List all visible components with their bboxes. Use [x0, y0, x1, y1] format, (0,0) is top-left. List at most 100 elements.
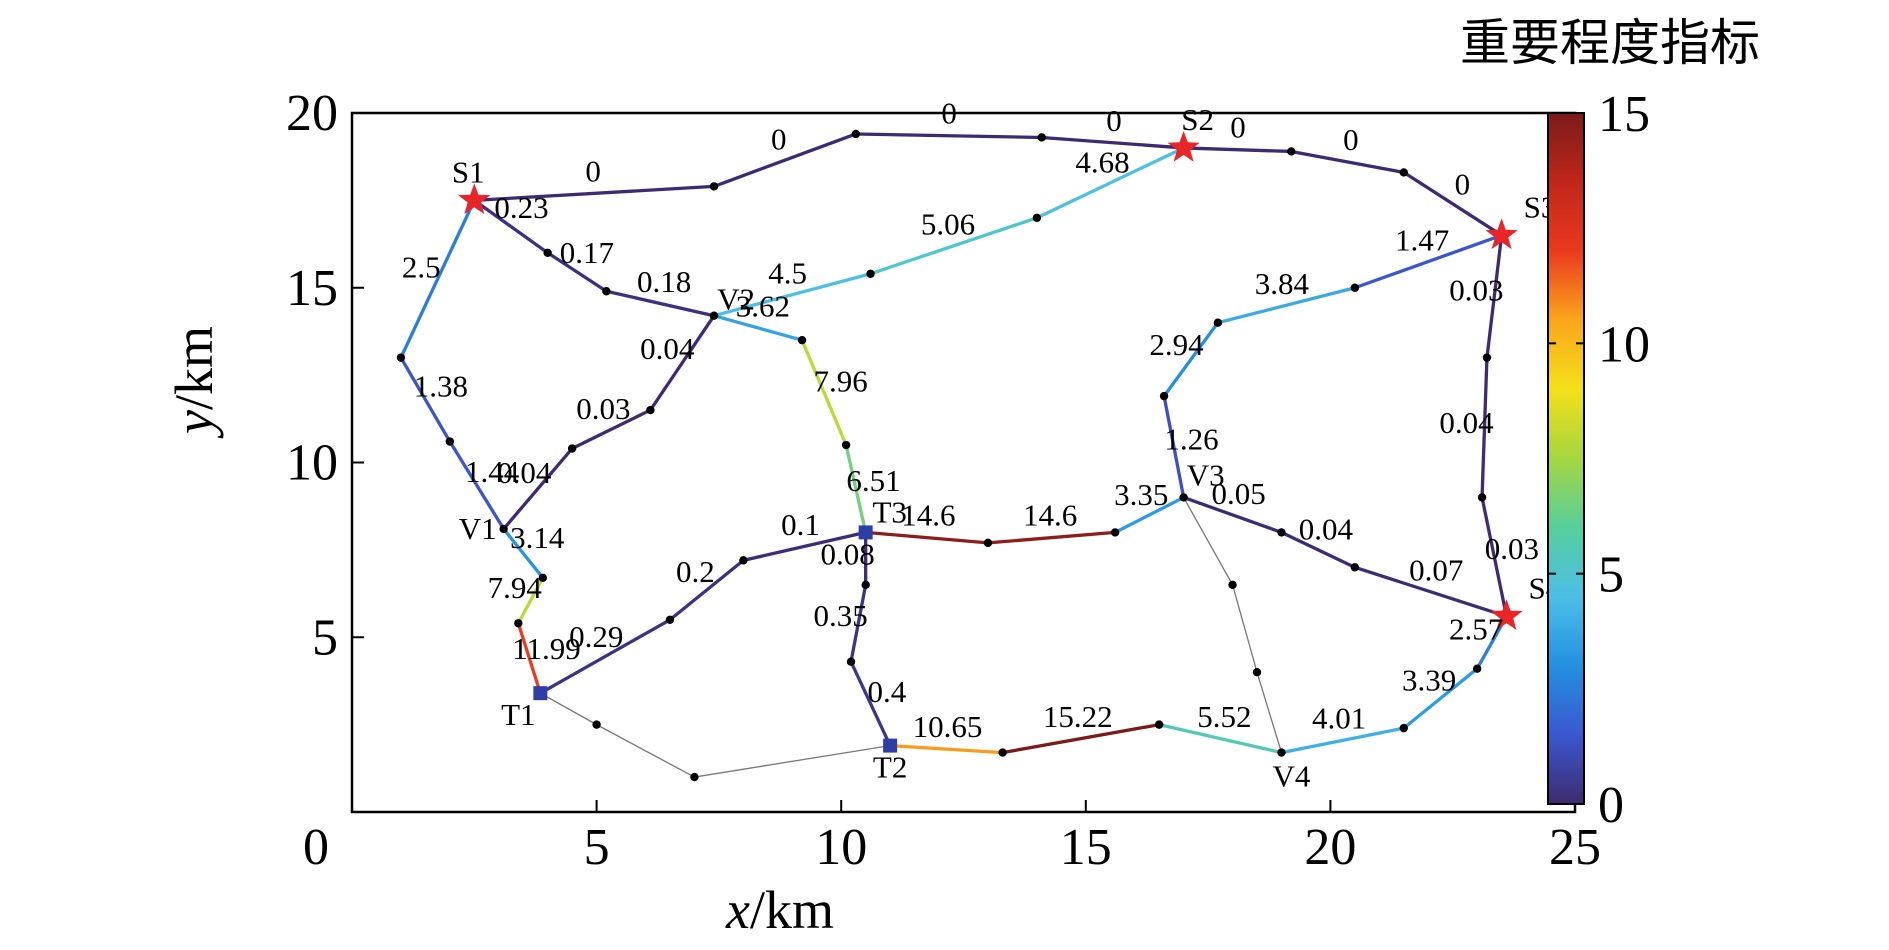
- colorbar-title: 重要程度指标: [1460, 14, 1760, 72]
- edge-V1-n21: [502, 527, 545, 580]
- edge-value-label: 0.23: [494, 190, 548, 225]
- y-tick-label: 5: [312, 609, 338, 666]
- node-dot: [1110, 528, 1120, 537]
- x-tick-label: 15: [1060, 819, 1112, 876]
- node-dot: [1287, 147, 1296, 156]
- node-dot: [851, 129, 861, 139]
- edge-n25-n26: [849, 583, 868, 664]
- thin-edges: [540, 497, 1283, 778]
- thin-edge: [1231, 584, 1258, 673]
- node-dot: [1350, 283, 1360, 292]
- node-markers: [458, 131, 1523, 753]
- node-dot: [846, 657, 856, 666]
- terminal-square-T3: [858, 525, 873, 540]
- edge-value-label: 5.06: [921, 207, 975, 242]
- edge-value-label: 0: [1455, 167, 1471, 202]
- edge-V2-n15: [648, 314, 716, 412]
- node-label-T1: T1: [501, 697, 535, 732]
- node-dot: [739, 556, 748, 565]
- node-dot: [1037, 133, 1046, 142]
- edge-n10-S2: [1035, 146, 1186, 220]
- edge-S1-n13: [399, 198, 476, 360]
- edge-value-label: 2.94: [1149, 327, 1204, 362]
- edge-value-label: 3.84: [1255, 266, 1310, 301]
- node-dot: [1482, 353, 1492, 362]
- edge-value-label: 3.39: [1402, 662, 1456, 697]
- edge-value-label: 0.2: [676, 554, 715, 589]
- edge-value-label: 3.14: [510, 520, 565, 555]
- edge-value-label: 0.35: [814, 598, 868, 633]
- edge-n18-V3: [1162, 394, 1186, 500]
- edge-value-label: 3.62: [736, 289, 790, 324]
- node-dot: [1154, 720, 1164, 729]
- edge-S3-n19: [1485, 233, 1504, 360]
- edge-n17-T3: [844, 443, 868, 535]
- edge-n9-n10: [868, 216, 1039, 276]
- edge-n6-n7: [546, 251, 609, 293]
- edge-n8-n17: [800, 338, 848, 447]
- node-dot: [1213, 318, 1223, 327]
- node-dot: [1350, 563, 1360, 572]
- edge-value-label: 14.6: [1023, 498, 1077, 533]
- edge-value-label: 6.51: [846, 463, 900, 498]
- edge-n35-V4: [1279, 726, 1406, 755]
- node-dot: [602, 287, 611, 296]
- edge-value-label: 14.6: [901, 498, 955, 533]
- edge-T1-n24: [538, 618, 672, 695]
- edge-n22-T1: [516, 621, 542, 695]
- node-dot: [983, 538, 993, 548]
- edge-value-label: 0.04: [640, 331, 695, 366]
- colorbar-tick-label: 10: [1598, 316, 1650, 373]
- edge-value-label: 0.18: [637, 264, 691, 299]
- edge-n28-V3: [1113, 495, 1186, 535]
- edge-n23-T3: [741, 530, 868, 563]
- node-dot: [1277, 748, 1286, 757]
- edge-value-label: 0: [1230, 110, 1246, 145]
- edge-n16-V1: [502, 446, 574, 531]
- node-label-V1: V1: [459, 511, 497, 546]
- colorbar-tick-label: 15: [1598, 86, 1650, 143]
- edge-value-label: 4.01: [1312, 701, 1366, 736]
- node-dot: [543, 248, 552, 257]
- node-label-S1: S1: [452, 154, 485, 189]
- edge-value-label: 0.03: [576, 391, 630, 426]
- edge-value-label: 7.94: [488, 570, 543, 605]
- node-dot: [567, 444, 577, 453]
- edge-value-label: 0.04: [497, 455, 552, 490]
- edge-n19-n20: [1480, 355, 1489, 500]
- edge-n12-n11: [1216, 286, 1357, 325]
- y-tick-label: 20: [286, 85, 338, 142]
- edge-value-label: 0.1: [781, 507, 820, 542]
- edge-n24-n23: [668, 558, 746, 622]
- x-tick-label: 20: [1304, 819, 1356, 876]
- edge-value-label: 0.04: [1299, 512, 1354, 547]
- colorbar-tick-label: 5: [1598, 547, 1624, 604]
- node-dots: [396, 129, 1492, 782]
- y-tick-label: 10: [286, 435, 338, 492]
- edge-value-label: 1.47: [1395, 223, 1449, 258]
- node-dot: [646, 405, 655, 415]
- node-label-V3: V3: [1187, 457, 1225, 492]
- y-axis-label: y/km: [164, 326, 224, 439]
- edge-value-label: 0.03: [1485, 531, 1539, 566]
- edge-value-label: 7.96: [814, 364, 868, 399]
- edge-n1-n2: [712, 132, 858, 189]
- edge-value-label: 0: [585, 153, 601, 188]
- node-dot: [1477, 493, 1487, 502]
- thin-edge: [540, 692, 597, 726]
- node-dot: [1399, 723, 1408, 733]
- node-dot: [866, 269, 875, 278]
- edge-value-label: 0.08: [821, 537, 875, 572]
- edge-value-label: 0: [941, 96, 957, 131]
- colorbar: [1547, 112, 1585, 805]
- edge-S1-n1: [472, 184, 716, 203]
- node-label-T2: T2: [873, 750, 907, 785]
- edge-n27-n28: [986, 530, 1117, 545]
- node-dot: [1472, 664, 1482, 673]
- edge-n31-n32: [1279, 530, 1357, 569]
- edge-n34-n33: [1000, 722, 1161, 755]
- node-dot: [396, 353, 406, 362]
- edge-value-label: 1.38: [414, 369, 468, 404]
- node-dot: [1032, 213, 1042, 223]
